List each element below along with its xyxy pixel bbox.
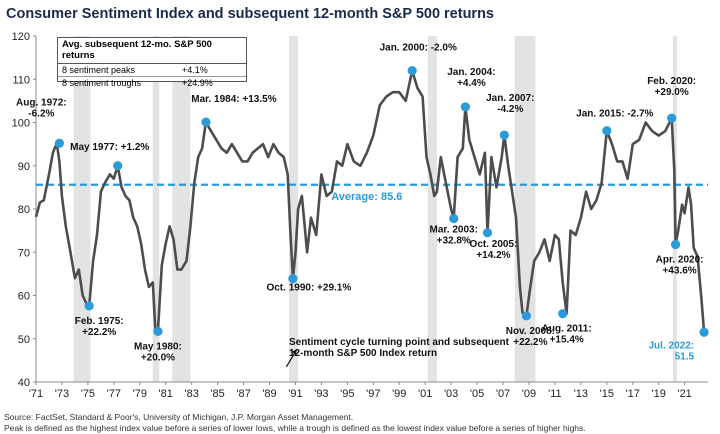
point-label: Feb. 2020: +29.0% — [647, 76, 696, 98]
x-tick-label: '07 — [496, 388, 510, 400]
x-tick-label: '81 — [159, 388, 173, 400]
chart-title: Consumer Sentiment Index and subsequent … — [6, 6, 495, 22]
turning-point-trough — [558, 309, 568, 319]
returns-table-row: 8 sentiment peaks +4.1% — [58, 64, 246, 77]
x-tick-label: '77 — [107, 388, 121, 400]
callout: Sentiment cycle turning point and subseq… — [285, 337, 510, 368]
turning-points — [54, 66, 709, 337]
turning-point-peak — [499, 130, 509, 140]
x-tick-label: '97 — [366, 388, 380, 400]
callout-text: Sentiment cycle turning point and subseq… — [289, 337, 510, 359]
point-label: Oct. 1990: +29.1% — [266, 283, 351, 294]
turning-point-trough — [670, 239, 681, 250]
turning-point-trough — [521, 311, 531, 321]
point-label: Nov. 2008: +22.2% — [506, 326, 555, 348]
y-tick-label: 110 — [12, 74, 30, 86]
callout-arrowhead — [291, 349, 297, 355]
x-tick-label: '01 — [418, 388, 432, 400]
point-label: Jan. 2004: +4.4% — [447, 67, 495, 89]
point-label: Oct. 2005: +14.2% — [470, 239, 518, 261]
returns-row-label: 8 sentiment troughs — [62, 78, 142, 88]
average-label: Average: 85.6 — [331, 191, 402, 203]
turning-point-peak — [201, 117, 211, 127]
y-tick-label: 100 — [12, 118, 30, 130]
x-tick-label: '99 — [392, 388, 406, 400]
point-label: Aug. 2011: +15.4% — [542, 324, 592, 346]
turning-point-trough — [449, 213, 459, 224]
x-tick-label: '91 — [288, 388, 302, 400]
recession-bands — [73, 36, 677, 382]
recession-band — [172, 36, 191, 382]
footnote-definition: Peak is defined as the highest index val… — [4, 423, 586, 433]
point-label: Jan. 2007: -4.2% — [486, 93, 534, 115]
y-tick-label: 90 — [18, 161, 30, 173]
x-tick-label: '17 — [626, 388, 640, 400]
x-tick-label: '95 — [340, 388, 354, 400]
point-label: May 1980: +20.0% — [134, 341, 182, 363]
point-label: Mar. 1984: +13.5% — [191, 94, 276, 105]
turning-point-trough — [84, 301, 94, 311]
x-tick-label: '75 — [81, 388, 95, 400]
x-tick-label: '73 — [55, 388, 69, 400]
x-tick-label: '21 — [677, 388, 691, 400]
x-tick-label: '83 — [185, 388, 199, 400]
point-label: Jan. 2015: -2.7% — [576, 109, 653, 120]
turning-point-peak — [602, 126, 612, 136]
turning-point-trough — [288, 274, 298, 284]
point-label: Apr. 2020: +43.6% — [656, 254, 704, 276]
recession-band — [152, 36, 160, 382]
x-tick-label: '87 — [236, 388, 250, 400]
y-tick-label: 70 — [18, 247, 30, 259]
x-tick-label: '89 — [262, 388, 276, 400]
turning-point-peak — [54, 138, 64, 148]
recession-band — [288, 36, 299, 382]
x-tick-label: '15 — [600, 388, 614, 400]
turning-point-peak — [460, 102, 471, 112]
returns-table-row: 8 sentiment troughs +24.9% — [58, 77, 246, 89]
turning-point-peak — [407, 66, 417, 76]
turning-point-latest — [699, 327, 709, 337]
y-tick-label: 40 — [18, 377, 30, 389]
x-tick-label: '13 — [574, 388, 588, 400]
turning-point-trough — [482, 228, 493, 238]
x-tick-label: '09 — [522, 388, 536, 400]
x-tick-label: '03 — [444, 388, 458, 400]
turning-point-peak — [113, 161, 123, 171]
recession-band — [73, 36, 91, 382]
x-tick-label: '85 — [210, 388, 224, 400]
returns-row-value: +24.9% — [182, 78, 213, 88]
x-tick-label: '93 — [314, 388, 328, 400]
axes: 40 50 60 70 80 90 100 110 120 '71 '73 '75 '77 '79 '81 '… — [12, 31, 708, 400]
turning-point-trough — [153, 326, 163, 336]
y-tick-label: 60 — [18, 291, 30, 303]
point-label: May 1977: +1.2% — [70, 142, 149, 153]
returns-table: Avg. subsequent 12-mo. S&P 500 returns 8… — [57, 37, 247, 88]
point-label: Mar. 2003: +32.8% — [430, 225, 478, 247]
x-tick-label: '11 — [548, 388, 562, 400]
footnote-source: Source: FactSet, Standard & Poor's, Univ… — [4, 412, 354, 422]
y-tick-label: 120 — [12, 31, 30, 43]
point-label: Jan. 2000: -2.0% — [380, 43, 457, 54]
x-tick-label: '19 — [652, 388, 666, 400]
recession-band — [427, 36, 437, 382]
series-line-sentiment — [34, 69, 706, 333]
y-tick-label: 80 — [18, 204, 30, 216]
returns-row-label: 8 sentiment peaks — [62, 65, 136, 75]
point-label: Jul. 2022: 51.5 — [649, 340, 695, 362]
turning-point-peak — [667, 113, 677, 123]
y-tick-label: 50 — [18, 334, 30, 346]
x-tick-label: '71 — [29, 388, 43, 400]
point-label: Feb. 1975: +22.2% — [75, 316, 124, 338]
x-tick-label: '79 — [133, 388, 147, 400]
point-labels: Aug. 1972: -6.2% Feb. 1975: +22.2% May 1977:… — [16, 43, 703, 364]
returns-table-header: Avg. subsequent 12-mo. S&P 500 returns — [58, 38, 246, 64]
returns-row-value: +4.1% — [182, 65, 208, 75]
point-label: Aug. 1972: -6.2% — [16, 97, 67, 119]
x-tick-label: '05 — [470, 388, 484, 400]
